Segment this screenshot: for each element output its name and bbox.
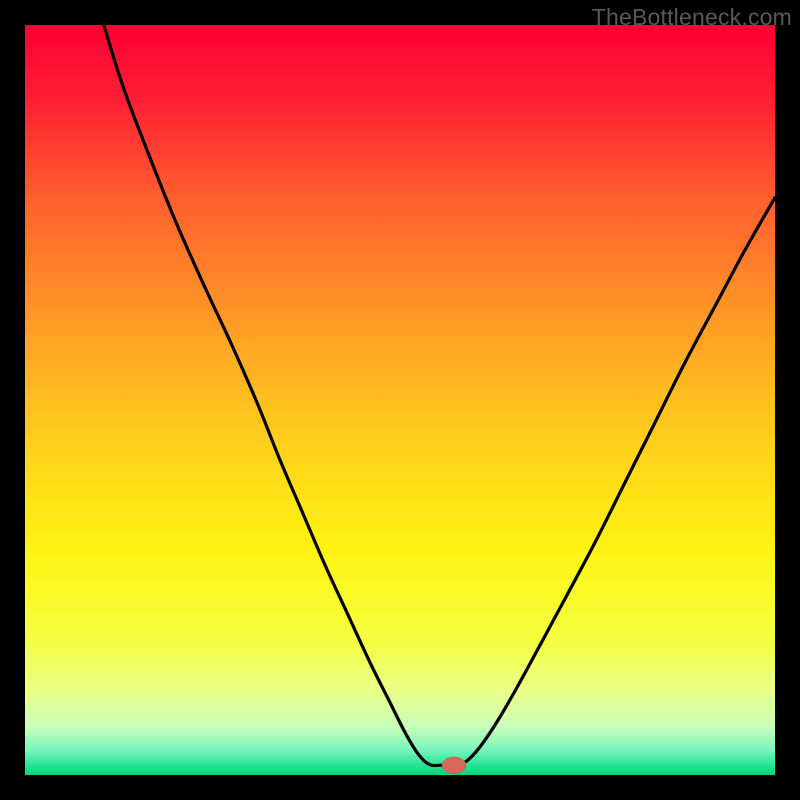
- bottleneck-chart: [0, 0, 800, 800]
- watermark-text: TheBottleneck.com: [592, 4, 792, 31]
- chart-background: [25, 25, 775, 775]
- minimum-marker: [442, 757, 466, 774]
- chart-canvas: TheBottleneck.com: [0, 0, 800, 800]
